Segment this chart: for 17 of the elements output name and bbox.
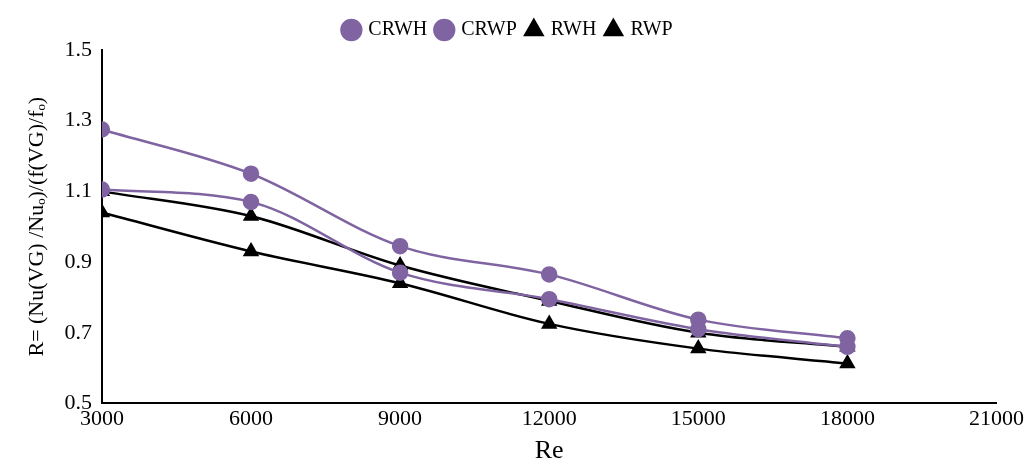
y-axis-title: R= (Nu(VG) /Nuₒ)/(f(VG)/fₒ): [22, 96, 48, 357]
legend-label: CRWP: [461, 17, 517, 40]
x-tick-label: 12000: [521, 405, 577, 431]
x-tick-label: 18000: [819, 405, 875, 431]
x-tick-label: 9000: [378, 405, 423, 431]
legend-label: CRWH: [368, 17, 428, 40]
x-tick-label: 21000: [969, 405, 1024, 431]
y-tick-label: 1.1: [64, 177, 92, 203]
x-tick-label: 6000: [229, 405, 273, 431]
x-tick-label: 15000: [670, 405, 726, 431]
legend-label: RWP: [630, 17, 673, 40]
y-tick-label: 0.7: [64, 318, 92, 344]
x-axis-title: Re: [534, 435, 564, 465]
y-tick-label: 0.9: [64, 247, 92, 273]
y-tick-label: 1.3: [64, 106, 92, 132]
y-tick-label: 1.5: [64, 35, 92, 61]
legend-label: RWH: [550, 17, 597, 40]
